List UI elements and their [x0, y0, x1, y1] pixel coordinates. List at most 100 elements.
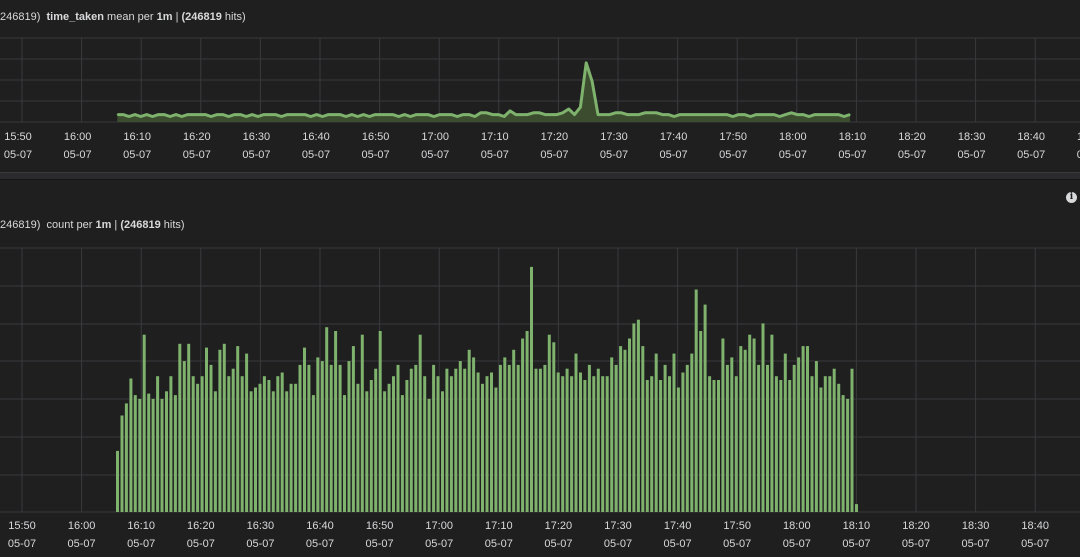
count-bar	[182, 361, 186, 512]
data-point	[826, 114, 828, 116]
data-point	[790, 112, 793, 114]
data-point	[603, 114, 605, 116]
x-tick-time-label: 18:50	[1077, 131, 1080, 143]
count-bar	[543, 364, 547, 512]
count-bar	[565, 368, 569, 512]
panel-divider[interactable]	[0, 172, 1080, 180]
data-point	[157, 114, 159, 116]
count-bar	[717, 380, 720, 512]
info-icon[interactable]: i	[1066, 192, 1077, 203]
data-point	[445, 114, 447, 116]
data-point	[591, 80, 593, 82]
count-bar	[392, 376, 395, 512]
data-point	[673, 115, 675, 118]
x-tick-date-label: 05-07	[481, 149, 509, 161]
x-tick-time-label: 17:30	[600, 131, 628, 143]
x-tick-time-label: 17:40	[664, 520, 692, 532]
count-bar	[218, 349, 222, 512]
count-bar	[766, 364, 769, 512]
count-bar	[449, 376, 453, 512]
data-point	[521, 114, 523, 116]
data-point	[198, 114, 200, 116]
count-bar	[307, 364, 311, 512]
count-bar	[699, 331, 703, 512]
count-bar	[837, 383, 841, 512]
count-bar	[205, 347, 208, 512]
data-point	[749, 115, 752, 118]
count-bar	[432, 364, 436, 512]
x-tick-time-label: 16:50	[362, 131, 390, 143]
x-tick-date-label: 05-07	[127, 538, 155, 550]
x-tick-date-label: 05-07	[842, 538, 870, 550]
data-point	[820, 114, 822, 116]
count-bar	[427, 398, 431, 512]
count-bar	[129, 378, 133, 512]
count-bar	[133, 395, 137, 512]
x-tick-date-label: 05-07	[958, 149, 986, 161]
count-bar-chart[interactable]: 15:50 05-07 16:00 05-07 16:10 05-07 16:20 05-07…	[0, 180, 1080, 557]
x-tick-date-label: 05-07	[898, 149, 926, 161]
count-bar	[124, 403, 128, 512]
title-sep: |	[114, 219, 118, 231]
count-bar	[467, 349, 471, 512]
x-tick-time-label: 17:00	[425, 520, 453, 532]
data-point	[245, 115, 247, 118]
count-bar	[708, 376, 712, 512]
x-tick-time-label: 16:20	[187, 520, 215, 532]
data-point	[409, 115, 411, 118]
count-bar	[258, 383, 262, 512]
x-tick-time-label: 17:10	[485, 520, 513, 532]
count-bar	[271, 391, 275, 512]
count-bar	[806, 346, 809, 512]
data-point	[292, 114, 294, 116]
data-point	[784, 114, 787, 116]
x-tick-time-label: 17:20	[541, 131, 569, 143]
count-bar	[690, 353, 694, 512]
count-bar	[694, 289, 698, 512]
panel-title-time-taken: 246819) time_taken mean per 1m | (246819…	[0, 11, 246, 23]
count-bar	[423, 376, 427, 512]
data-point	[345, 115, 347, 118]
count-bar	[512, 349, 516, 512]
data-point	[568, 108, 570, 110]
data-point	[280, 115, 283, 118]
x-tick-date-label: 05-07	[8, 538, 36, 550]
x-tick-date-label: 05-07	[664, 538, 692, 550]
x-tick-date-label: 05-07	[723, 538, 751, 550]
count-bar	[507, 364, 511, 512]
x-tick-date-label: 05-07	[600, 149, 628, 161]
data-point	[357, 115, 359, 118]
count-bar	[485, 376, 489, 512]
x-tick-date-label: 05-07	[838, 149, 866, 161]
data-point	[187, 114, 189, 116]
x-tick-time-label: 16:20	[183, 131, 211, 143]
data-point	[327, 114, 329, 116]
count-bar	[645, 380, 649, 512]
data-point	[398, 115, 400, 118]
data-point	[333, 114, 335, 116]
x-tick-time-label: 17:10	[481, 131, 509, 143]
data-point	[450, 114, 452, 116]
x-tick-time-label: 17:40	[660, 131, 688, 143]
count-bar	[636, 319, 640, 512]
count-bar	[498, 364, 502, 512]
data-point	[544, 114, 546, 116]
count-bar	[387, 383, 391, 512]
data-point	[298, 114, 300, 116]
count-bar	[414, 364, 418, 512]
count-bar	[178, 343, 182, 512]
count-bar	[351, 346, 355, 512]
count-bar	[396, 364, 400, 512]
count-bar	[329, 364, 333, 512]
x-tick-time-label: 16:00	[64, 131, 92, 143]
time-taken-line-chart[interactable]: 15:50 05-07 16:00 05-07 16:10 05-07 16:20 05-07…	[0, 0, 1080, 172]
count-bar	[846, 398, 850, 512]
x-tick-date-label: 05-07	[779, 149, 807, 161]
data-point	[556, 114, 558, 116]
count-bar	[850, 368, 854, 512]
x-tick-time-label: 16:30	[247, 520, 275, 532]
x-tick-date-label: 05-07	[68, 538, 96, 550]
count-bar	[819, 387, 823, 512]
count-bar	[503, 357, 507, 512]
data-point	[310, 115, 312, 118]
